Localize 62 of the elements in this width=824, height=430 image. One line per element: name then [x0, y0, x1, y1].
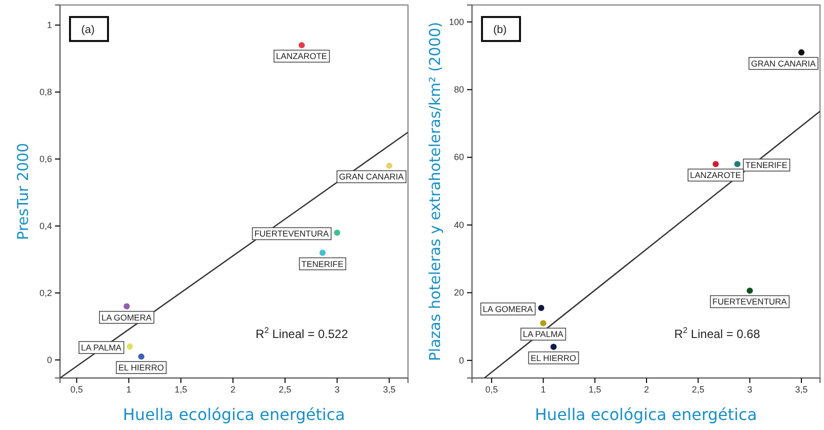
y-tick-label: 80 — [454, 84, 464, 94]
x-axis-title: Huella ecológica energética — [534, 405, 758, 424]
point — [126, 343, 133, 350]
y-tick-label: 1 — [46, 20, 52, 30]
annotation: (b) — [493, 24, 507, 36]
point — [540, 320, 546, 326]
annotation: LA GOMERA — [482, 304, 534, 314]
annotation: TENERIFE — [745, 160, 788, 170]
annotation: EL HIERRO — [118, 362, 164, 373]
point — [550, 344, 557, 350]
annotation: FUERTEVENTURA — [712, 296, 788, 307]
point — [124, 303, 130, 310]
annotation: (a) — [81, 24, 95, 36]
x-tick-label: 1,5 — [588, 384, 602, 394]
y-axis-title: Plazas hoteleras y extrahoteleras/km² (2000) — [426, 22, 444, 362]
x-tick-label: 0,5 — [485, 384, 498, 394]
annotation: R$^{2}$ Lineal = 0.68 — [674, 325, 760, 341]
x-tick-label: 1 — [126, 384, 132, 394]
annotation: GRAN CANARIA — [750, 58, 816, 68]
point — [386, 162, 392, 169]
y-tick-label: 0,4 — [39, 220, 52, 231]
annotation: R$^{2}$ Lineal = 0.522 — [256, 325, 348, 341]
annotation: LANZAROTE — [690, 170, 742, 180]
x-tick-label: 2,5 — [692, 384, 704, 394]
annotation: EL HIERRO — [530, 352, 577, 363]
y-tick-label: 0,8 — [39, 86, 52, 97]
annotation: GRAN CANARIA — [338, 172, 404, 182]
annotation: TENERIFE — [301, 258, 344, 269]
y-tick-label: 40 — [454, 220, 464, 230]
y-tick-label: 0 — [46, 354, 52, 365]
point — [334, 230, 340, 236]
point — [538, 304, 544, 312]
y-tick-label: 20 — [454, 288, 464, 298]
x-tick-label: 1,5 — [174, 384, 188, 394]
annotation: LA PALMA — [81, 342, 122, 353]
x-axis-title: Huella ecológica energética — [122, 405, 346, 424]
y-axis-title: PresTur 2000 — [14, 142, 32, 240]
annotation: LA GOMERA — [101, 312, 152, 322]
x-tick-label: 3 — [747, 384, 752, 394]
point — [712, 161, 719, 168]
x-tick-label: 3,5 — [795, 384, 808, 394]
point — [734, 161, 740, 168]
x-tick-label: 2 — [230, 384, 236, 394]
annotation: FUERTEVENTURA — [254, 228, 330, 239]
y-tick-label: 0 — [458, 355, 464, 366]
annotation: LANZAROTE — [276, 51, 328, 62]
point — [298, 42, 305, 48]
point — [798, 49, 804, 56]
y-tick-label: 100 — [448, 16, 464, 27]
y-tick-label: 0,6 — [39, 154, 52, 164]
x-tick-label: 0,5 — [70, 384, 83, 394]
point — [138, 353, 144, 360]
y-tick-label: 60 — [454, 152, 464, 162]
point — [319, 250, 326, 256]
x-tick-label: 3 — [334, 384, 340, 394]
x-tick-label: 2 — [644, 384, 650, 394]
y-tick-label: 0,2 — [39, 288, 52, 298]
point — [746, 288, 753, 294]
x-tick-label: 1 — [540, 384, 546, 394]
x-tick-label: 3,5 — [382, 384, 396, 394]
annotation: LA PALMA — [522, 329, 564, 340]
x-tick-label: 2,5 — [278, 384, 292, 394]
